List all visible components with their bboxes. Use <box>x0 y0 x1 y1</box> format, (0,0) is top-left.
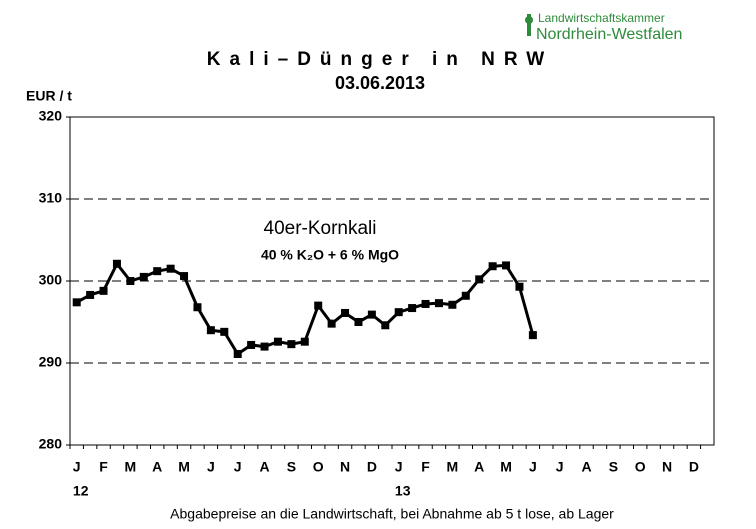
logo-mark <box>527 14 531 36</box>
x-tick-label: J <box>234 459 242 475</box>
data-point <box>233 349 242 358</box>
data-point <box>367 310 376 319</box>
data-point <box>86 290 95 299</box>
data-point <box>220 327 229 336</box>
data-point <box>354 318 363 326</box>
chart-title: Kali–Dünger in NRW <box>207 49 553 70</box>
x-tick-label: A <box>581 459 591 475</box>
data-point <box>421 299 430 308</box>
x-tick-label: D <box>689 459 699 475</box>
x-tick-label: A <box>474 459 484 475</box>
x-tick-label: J <box>529 459 537 475</box>
data-point <box>327 319 336 328</box>
x-tick-label: M <box>447 459 459 475</box>
y-tick-label: 290 <box>39 354 63 370</box>
x-tick-label: M <box>500 459 512 475</box>
data-point <box>260 342 269 351</box>
annotation: 40er-Kornkali <box>264 218 377 239</box>
x-tick-label: O <box>313 459 324 475</box>
data-point <box>99 286 108 295</box>
year-label: 13 <box>395 483 411 499</box>
x-tick-label: J <box>395 459 403 475</box>
x-tick-label: J <box>207 459 215 475</box>
logo-text: Nordrhein-Westfalen <box>536 26 682 43</box>
x-tick-label: O <box>635 459 646 475</box>
x-tick-label: A <box>152 459 162 475</box>
data-point <box>341 308 350 317</box>
data-point <box>461 291 470 300</box>
data-point <box>448 300 457 309</box>
x-tick-label: D <box>367 459 377 475</box>
data-point <box>72 298 81 307</box>
data-point <box>528 331 537 340</box>
data-point <box>515 282 524 291</box>
data-point <box>112 259 121 268</box>
data-point <box>193 303 202 312</box>
data-point <box>180 272 189 281</box>
x-tick-label: F <box>421 459 430 475</box>
x-tick-label: S <box>287 459 296 475</box>
logo-mark <box>525 16 533 24</box>
x-tick-label: A <box>259 459 269 475</box>
x-tick-label: M <box>178 459 190 475</box>
chart-subtitle: 03.06.2013 <box>335 73 425 93</box>
y-tick-label: 300 <box>39 272 63 288</box>
data-point <box>475 275 484 284</box>
year-label: 12 <box>73 483 89 499</box>
data-point <box>408 304 417 313</box>
y-tick-label: 320 <box>39 108 63 124</box>
x-tick-label: N <box>662 459 672 475</box>
x-tick-label: M <box>125 459 137 475</box>
y-tick-label: 280 <box>39 436 63 452</box>
data-point <box>434 299 443 308</box>
data-point <box>139 272 148 281</box>
x-tick-label: S <box>609 459 618 475</box>
x-tick-label: F <box>99 459 108 475</box>
data-point <box>394 308 403 317</box>
data-point <box>247 340 256 349</box>
data-point <box>153 267 162 276</box>
data-point <box>166 264 175 273</box>
data-point <box>502 261 511 270</box>
y-tick-label: 310 <box>39 190 63 206</box>
y-axis-label: EUR / t <box>26 88 72 104</box>
x-tick-label: J <box>556 459 564 475</box>
annotation: 40 % K₂O + 6 % MgO <box>261 247 399 263</box>
x-tick-label: N <box>340 459 350 475</box>
data-point <box>287 340 296 349</box>
x-tick-label: J <box>73 459 81 475</box>
data-point <box>300 337 309 346</box>
data-point <box>126 277 135 285</box>
data-point <box>206 326 215 335</box>
logo-text: Landwirtschaftskammer <box>538 11 665 25</box>
x-axis-label: Abgabepreise an die Landwirtschaft, bei … <box>170 506 614 522</box>
data-point <box>488 262 497 271</box>
data-point <box>273 337 282 346</box>
data-point <box>314 301 323 310</box>
data-point <box>381 321 390 330</box>
